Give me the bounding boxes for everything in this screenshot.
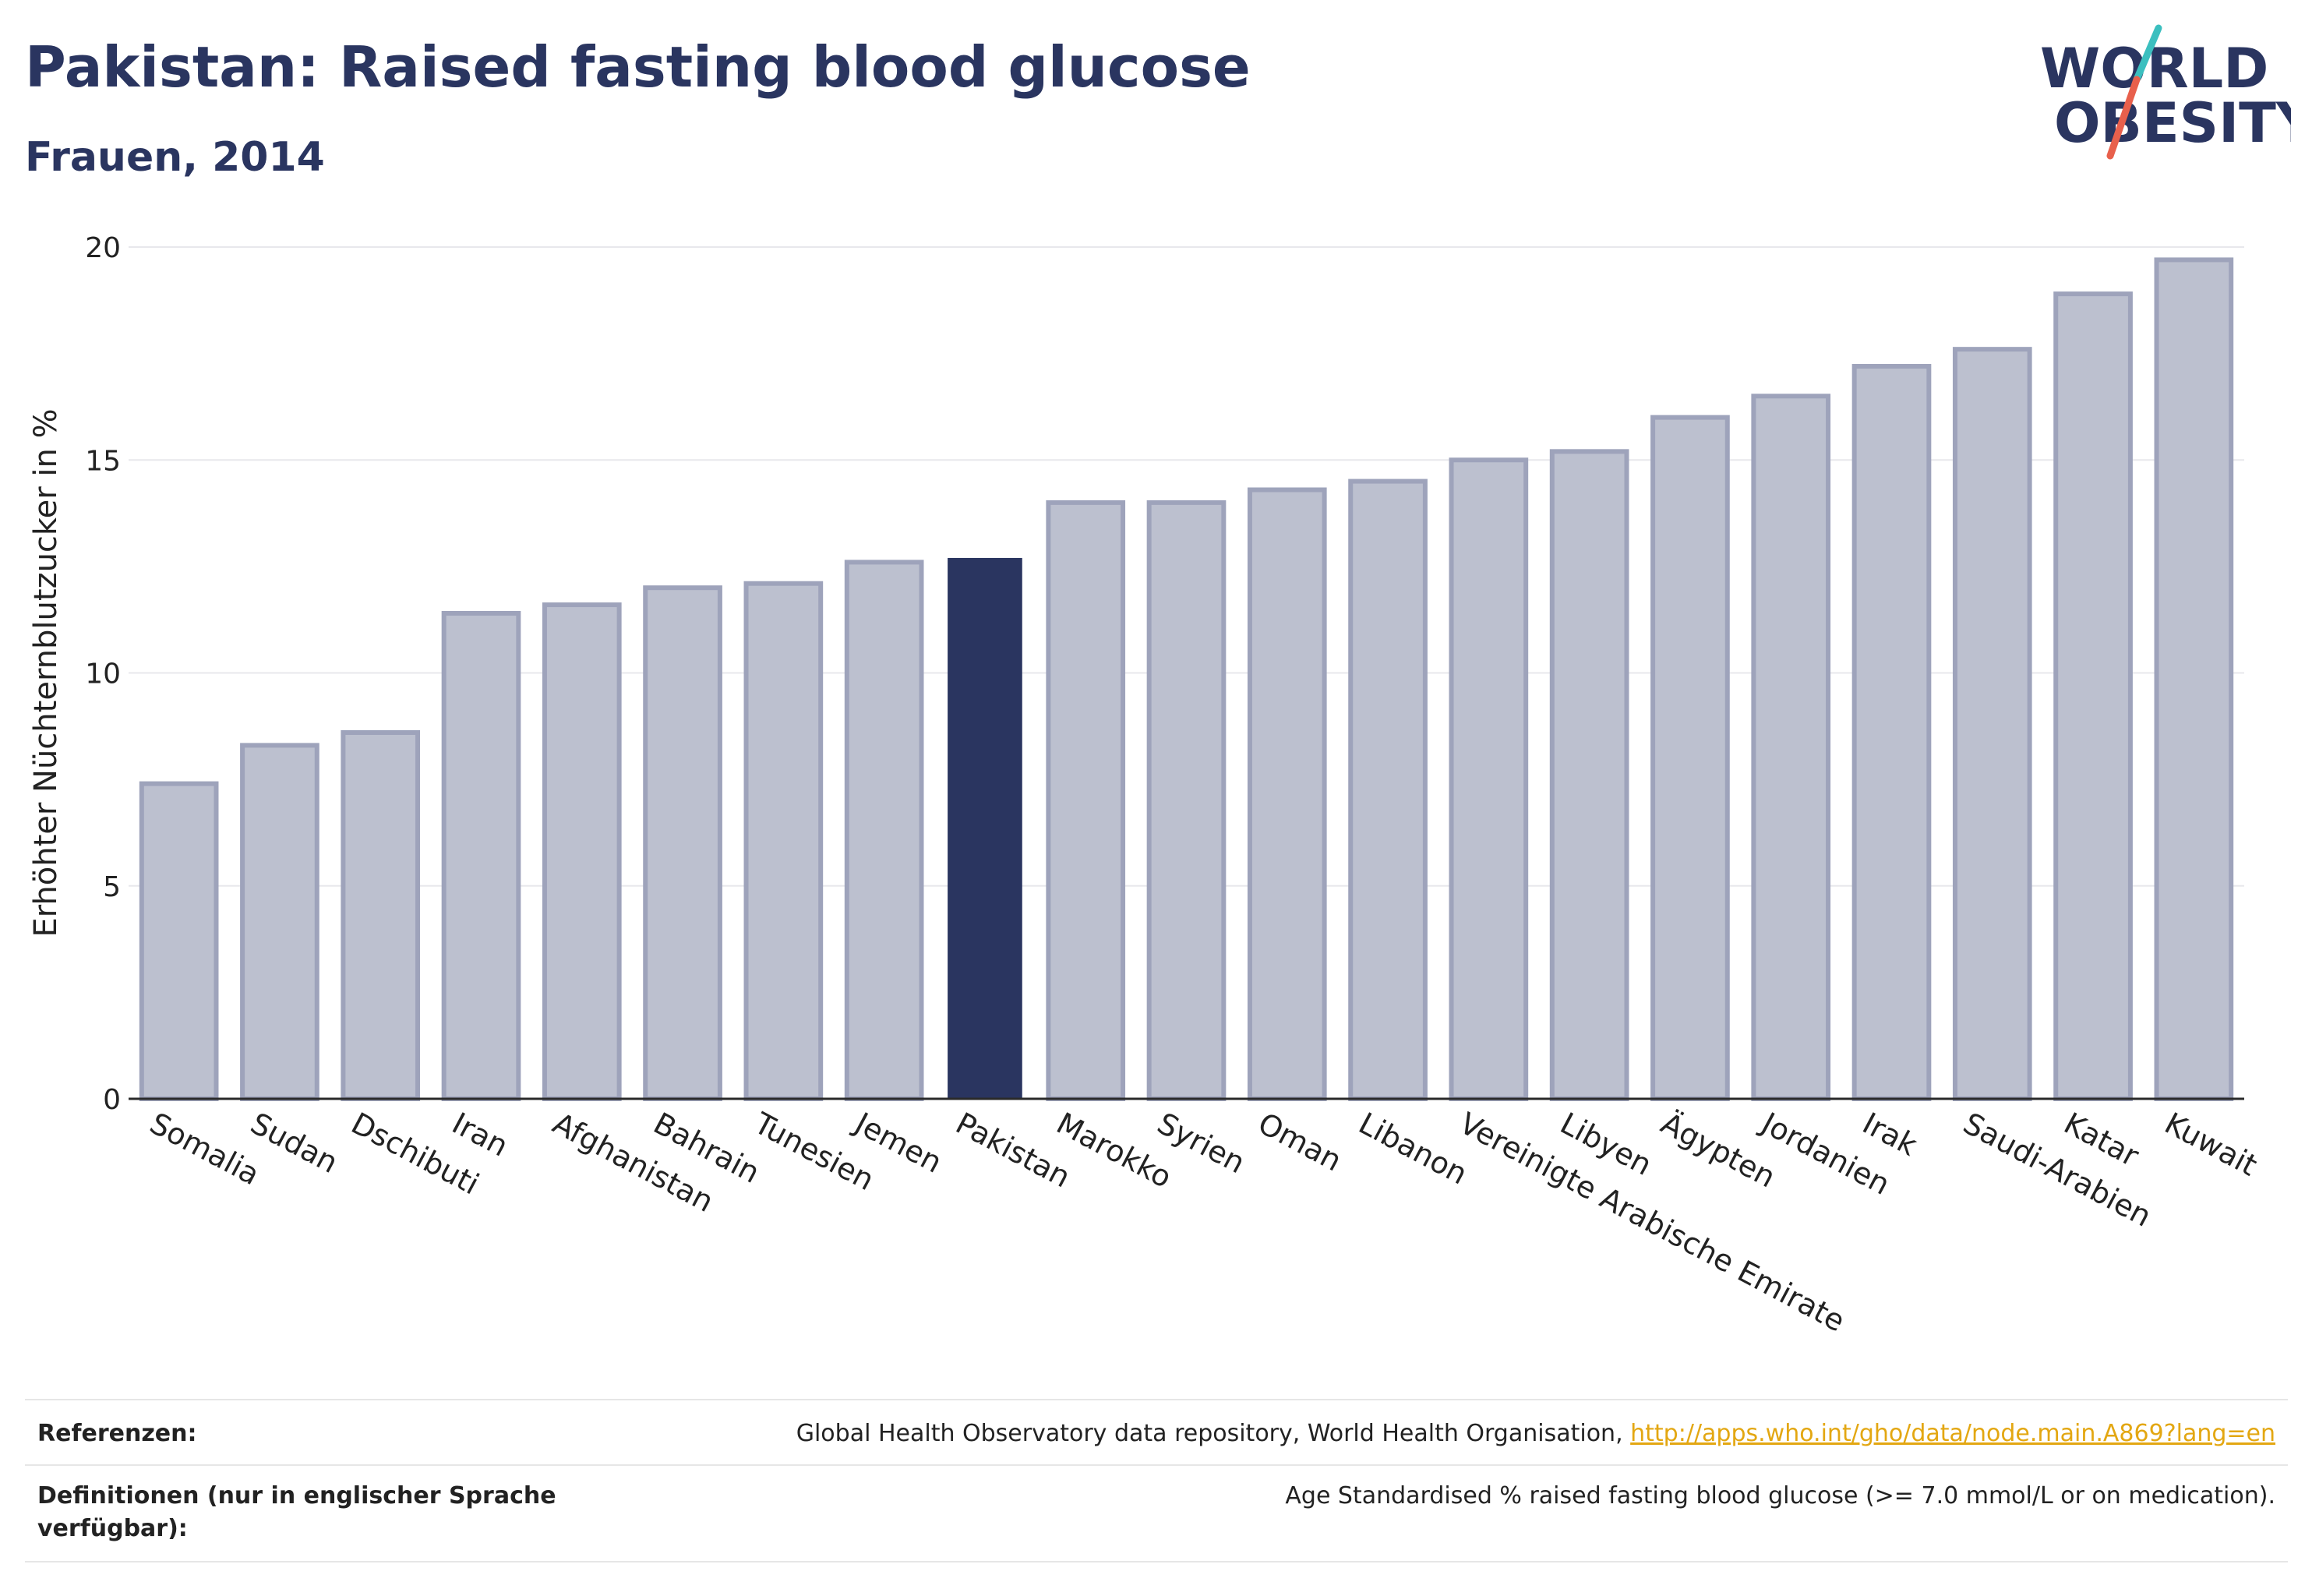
y-axis-ticks: 0 5 10 15 20 <box>85 232 121 1116</box>
bar-katar <box>2053 291 2133 1101</box>
x-tick-label: Oman <box>1252 1106 1347 1178</box>
bar-saudi-arabien <box>1952 347 2032 1102</box>
bar-kuwait <box>2154 257 2234 1101</box>
bar-bahrain <box>643 585 722 1101</box>
y-tick-label: 0 <box>103 1084 121 1116</box>
bar-syrien <box>1146 500 1227 1101</box>
x-tick-label: Iran <box>447 1106 514 1163</box>
references-link[interactable]: http://apps.who.int/gho/data/node.main.A… <box>1630 1420 2275 1447</box>
x-tick-label: Somalia <box>144 1106 265 1192</box>
x-tick-label: Libanon <box>1354 1106 1474 1192</box>
x-tick-label: Kuwait <box>2159 1106 2263 1182</box>
bar-marokko <box>1046 500 1126 1101</box>
bar-afghanistan <box>542 602 622 1101</box>
logo-line2: OBESITY <box>2054 91 2291 155</box>
x-tick-label: Ägypten <box>1656 1106 1781 1195</box>
logo-slash-teal <box>2133 24 2162 83</box>
x-tick-label: Marokko <box>1051 1106 1177 1195</box>
logo-slash-red <box>2106 76 2141 160</box>
y-tick-label: 20 <box>85 232 121 264</box>
references-value: Global Health Observatory data repositor… <box>796 1418 2275 1450</box>
y-axis-title: Erhöhter Nüchternblutzucker in % <box>28 408 64 937</box>
page-title: Pakistan: Raised fasting blood glucose <box>25 34 1251 100</box>
bar-vereinigte-arabische-emirate <box>1449 457 1529 1101</box>
bar-libyen <box>1549 449 1629 1101</box>
definitions-label: Definitionen (nur in englischer Sprache … <box>37 1482 556 1542</box>
bar-pakistan <box>948 557 1022 1099</box>
logo-line1: WORLD <box>2040 37 2268 101</box>
bar-iran <box>441 610 521 1101</box>
definitions-value: Age Standardised % raised fasting blood … <box>1285 1482 2275 1509</box>
bar-libanon <box>1348 478 1428 1101</box>
references-text: Global Health Observatory data repositor… <box>796 1420 1631 1447</box>
bar-jemen <box>844 560 924 1101</box>
references-label: Referenzen: <box>37 1420 197 1447</box>
page-subtitle: Frauen, 2014 <box>25 134 325 181</box>
y-tick-label: 5 <box>103 871 121 903</box>
bar-oman <box>1247 487 1327 1101</box>
bar-somalia <box>139 781 219 1102</box>
bar-irak <box>1851 364 1932 1101</box>
bar-jordanien <box>1751 394 1831 1101</box>
bar-tunesien <box>743 581 824 1101</box>
references-row: Referenzen: Global Health Observatory da… <box>25 1399 2288 1466</box>
world-obesity-logo: WORLD OBESITY <box>2040 24 2291 160</box>
definitions-row: Definitionen (nur in englischer Sprache … <box>25 1464 2288 1562</box>
bar-ägypten <box>1650 415 1730 1101</box>
y-tick-label: 10 <box>85 659 121 690</box>
bar-sudan <box>240 743 319 1102</box>
x-tick-label: Irak <box>1857 1106 1922 1163</box>
bar-dschibuti <box>341 730 421 1101</box>
x-tick-label: Pakistan <box>951 1106 1076 1195</box>
bars <box>139 257 2234 1102</box>
y-tick-label: 15 <box>85 445 121 477</box>
